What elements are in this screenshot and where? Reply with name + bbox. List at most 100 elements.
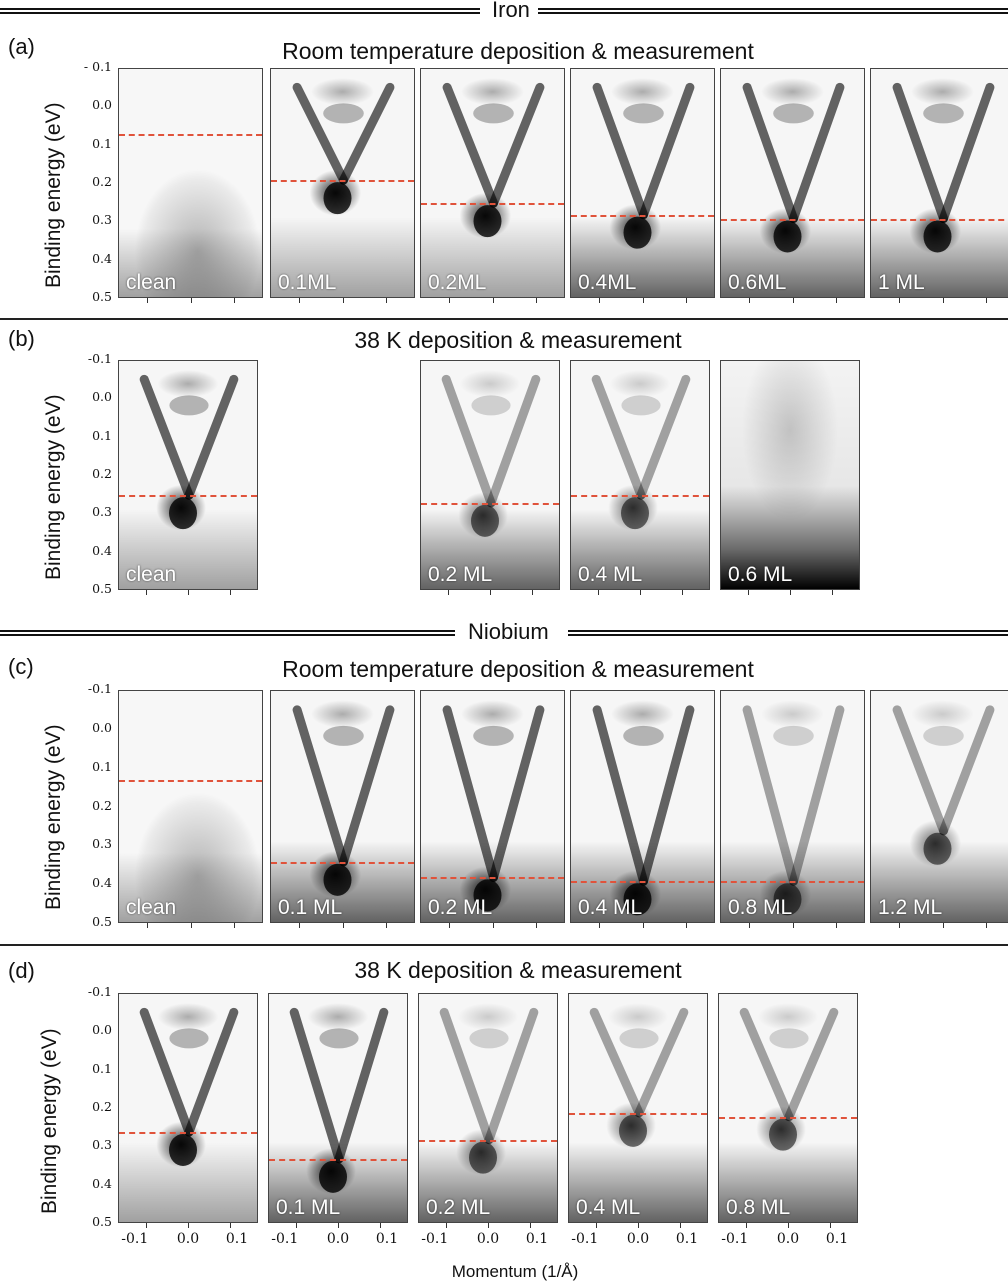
x-tick-mark xyxy=(234,298,235,303)
x-tick-label: 0.1 xyxy=(225,1231,249,1247)
x-tick-mark xyxy=(342,298,344,303)
y-axis-label-a: Binding energy (eV) xyxy=(42,102,65,288)
y-tick-label: 0.4 xyxy=(92,1175,112,1191)
x-tick-mark xyxy=(640,590,641,595)
y-tick-label: 0.0 xyxy=(92,719,112,735)
band-branch xyxy=(639,82,695,220)
dirac-point-dashed-line xyxy=(119,780,262,783)
valence-band-spot xyxy=(169,1134,197,1166)
x-tick-mark xyxy=(536,923,537,928)
dirac-point-dashed-line xyxy=(271,180,414,183)
dirac-cone-bands xyxy=(442,705,545,912)
y-tick-label: 0.1 xyxy=(92,1060,112,1076)
y-tick-label: 0.2 xyxy=(92,797,112,813)
panel-label-a: (a) xyxy=(8,34,35,59)
band-branch xyxy=(739,1007,794,1122)
dirac-cone-bands xyxy=(289,1007,389,1193)
conduction-band-pocket xyxy=(473,725,514,746)
valence-band-spot xyxy=(619,1114,647,1147)
dirac-point-dashed-line xyxy=(421,203,564,206)
dirac-cone-bands xyxy=(292,82,395,215)
x-tick-mark xyxy=(830,1223,831,1228)
x-tick-label: 0.0 xyxy=(626,1231,650,1247)
band-branch xyxy=(939,82,995,223)
x-tick-mark xyxy=(942,923,944,928)
arpes-panel-a-2: 0.2ML xyxy=(420,68,565,298)
valence-band-spot xyxy=(469,1141,497,1174)
dirac-cone-bands xyxy=(592,82,695,249)
dirac-point-dashed-line xyxy=(571,495,709,498)
band-branch xyxy=(439,1007,494,1145)
dirac-point-dashed-line xyxy=(421,877,564,880)
x-tick-mark xyxy=(748,590,749,595)
x-tick-mark xyxy=(899,923,900,928)
valence-band-spot xyxy=(323,863,352,896)
conduction-band-pocket xyxy=(319,1028,359,1049)
band-branch xyxy=(184,1007,239,1137)
x-tick-label: 0.1 xyxy=(375,1231,399,1247)
arpes-panel-d-2: 0.2 ML xyxy=(418,993,558,1223)
band-branch xyxy=(592,82,648,220)
valence-band-spot xyxy=(319,1160,347,1193)
band-branch xyxy=(592,705,648,886)
band-branch xyxy=(139,374,194,500)
coverage-label: 0.4ML xyxy=(578,271,637,294)
x-tick-mark xyxy=(386,298,387,303)
dirac-cone-bands xyxy=(742,705,845,916)
dirac-point-dashed-line xyxy=(119,1132,257,1134)
band-branch xyxy=(184,374,239,500)
valence-band-spot xyxy=(773,220,802,253)
band-branch xyxy=(789,705,845,886)
x-tick-mark xyxy=(680,1223,681,1228)
arpes-panel-b-1: 0.2 ML xyxy=(420,360,560,590)
coverage-label: 0.4 ML xyxy=(578,896,643,919)
x-tick-mark xyxy=(642,298,644,303)
dirac-cone-bands xyxy=(439,1007,539,1174)
dirac-point-dashed-line xyxy=(721,218,864,221)
conduction-band-pocket xyxy=(769,1028,809,1049)
band-branch xyxy=(742,705,798,886)
x-tick-label: -0.1 xyxy=(571,1231,599,1247)
arpes-panel-c-3: 0.4 ML xyxy=(570,690,715,923)
x-tick-mark xyxy=(488,1223,489,1228)
x-tick-mark xyxy=(492,923,494,928)
dirac-cone-bands xyxy=(292,705,395,896)
y-tick-label: 0.0 xyxy=(92,389,112,405)
dirac-cone-bands xyxy=(441,374,541,537)
y-tick-label: 0.3 xyxy=(92,1137,112,1153)
x-tick-mark xyxy=(686,923,687,928)
x-tick-mark xyxy=(986,298,987,303)
x-tick-mark xyxy=(386,923,387,928)
coverage-label: clean xyxy=(126,271,177,294)
coverage-label: 0.6ML xyxy=(728,271,787,294)
x-tick-mark xyxy=(536,298,537,303)
dirac-cone-bands xyxy=(892,705,995,865)
x-tick-mark xyxy=(638,1223,639,1228)
x-tick-mark xyxy=(234,923,235,928)
y-tick-label: 0.5 xyxy=(92,914,112,929)
band-branch xyxy=(489,705,545,882)
arpes-panel-a-3: 0.4ML xyxy=(570,68,715,298)
conduction-band-pocket xyxy=(623,725,664,746)
x-tick-mark xyxy=(299,298,300,303)
x-tick-mark xyxy=(746,1223,747,1228)
y-tick-label: 0.4 xyxy=(92,875,112,891)
coverage-label: 0.2ML xyxy=(428,271,487,294)
x-tick-label: 0.1 xyxy=(675,1231,699,1247)
band-branch xyxy=(334,1007,389,1164)
y-tick-label: 0.1 xyxy=(92,758,112,774)
valence-band-spot xyxy=(471,504,499,537)
arpes-panel-d-1: 0.1 ML xyxy=(268,993,408,1223)
x-tick-mark xyxy=(792,923,794,928)
x-tick-mark xyxy=(599,298,600,303)
dirac-point-dashed-line xyxy=(719,1116,857,1119)
arpes-panel-c-2: 0.2 ML xyxy=(420,690,565,923)
x-tick-mark xyxy=(446,1223,447,1228)
x-tick-mark xyxy=(832,590,833,595)
x-tick-mark xyxy=(448,590,449,595)
band-branch xyxy=(484,1007,539,1145)
x-tick-label: 0.0 xyxy=(176,1231,200,1247)
band-branch xyxy=(789,82,845,223)
band-branch xyxy=(742,82,798,223)
arpes-panel-d-0 xyxy=(118,993,258,1223)
